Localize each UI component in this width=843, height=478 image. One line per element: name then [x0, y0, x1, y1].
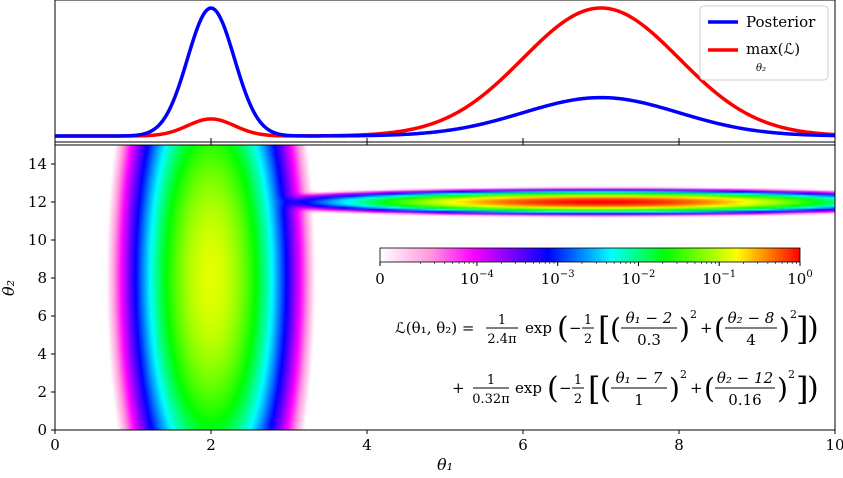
- x-tick-label: 6: [518, 436, 528, 454]
- eq2-plus-inner: +: [690, 379, 703, 397]
- eq1-minus: −: [569, 319, 582, 337]
- legend-posterior-label: Posterior: [746, 13, 816, 31]
- bottom-frame: [54, 144, 836, 431]
- eq2-open-paren: (: [547, 371, 559, 406]
- eq2-t2-num: θ₂ − 12: [717, 369, 773, 387]
- eq2-minus: −: [559, 379, 572, 397]
- eq1-frac-den: 2.4π: [487, 332, 517, 347]
- legend-max-label: max(ℒ): [746, 40, 800, 58]
- x-tick-label: 2: [206, 436, 216, 454]
- eq2-exp: exp: [515, 379, 542, 397]
- eq2-t2-den: 0.16: [728, 391, 761, 409]
- eq2-frac-num: 1: [487, 373, 495, 388]
- eq1-t1-sq: 2: [690, 308, 697, 321]
- eq1-exp: exp: [525, 319, 552, 337]
- posterior-curve: [55, 6, 835, 138]
- eq1-t2-open: (: [714, 312, 725, 345]
- eq2-t1-den: 1: [634, 391, 644, 409]
- eq2-t2-close: ): [777, 372, 788, 405]
- x-tick-label: 10: [825, 436, 843, 454]
- eq1-t2-den: 4: [746, 331, 756, 349]
- top-frame: [54, 0, 836, 143]
- eq1-t1-open: (: [610, 312, 621, 345]
- eq2-open-bracket: [: [588, 370, 600, 408]
- y-tick-label: 10: [28, 231, 47, 249]
- likelihood-equation: ℒ(θ₁, θ₂) = 1 2.4π exp ( − 1 2 [ ( θ₁ − …: [395, 308, 819, 409]
- eq1-frac-num: 1: [498, 313, 506, 328]
- colorbar-ticks: [379, 262, 801, 266]
- eq1-t2-sq: 2: [790, 308, 797, 321]
- eq1-close-paren: ): [807, 311, 819, 346]
- eq2-t1-sq: 2: [680, 368, 687, 381]
- bottom-tick-marks: [51, 141, 836, 434]
- eq2-t2-open: (: [704, 372, 715, 405]
- y-tick-label: 14: [28, 155, 47, 173]
- eq2-half-den: 2: [574, 392, 582, 407]
- eq1-t2-num: θ₂ − 8: [728, 309, 775, 327]
- x-tick-label: 4: [362, 436, 372, 454]
- eq1-plus: +: [700, 319, 713, 337]
- y-tick-label: 8: [37, 269, 47, 287]
- x-tick-label: 0: [50, 436, 60, 454]
- y-tick-label: 4: [37, 345, 47, 363]
- eq1-t1-close: ): [679, 312, 690, 345]
- eq1-open-paren: (: [557, 311, 569, 346]
- eq2-frac-den: 0.32π: [472, 392, 510, 407]
- eq1-t1-den: 0.3: [637, 331, 661, 349]
- eq2-t1-close: ): [669, 372, 680, 405]
- eq2-close-paren: ): [807, 371, 819, 406]
- max-likelihood-curve: [55, 6, 835, 138]
- eq1-lhs: ℒ(θ₁, θ₂) =: [395, 319, 474, 337]
- y-tick-label: 12: [28, 193, 47, 211]
- eq1-t1-num: θ₁ − 2: [626, 309, 673, 327]
- eq2-t1-num: θ₁ − 7: [616, 369, 663, 387]
- eq1-open-bracket: [: [598, 310, 610, 348]
- legend-box: [699, 5, 829, 81]
- eq1-half-num: 1: [584, 313, 592, 328]
- eq2-t2-sq: 2: [788, 368, 795, 381]
- top-panel: Posterior max(ℒ) θ₂: [54, 0, 836, 143]
- eq1-close-bracket: ]: [796, 310, 808, 348]
- legend: Posterior max(ℒ) θ₂: [699, 5, 829, 81]
- eq2-t1-open: (: [600, 372, 611, 405]
- likelihood-heatmap: [55, 145, 835, 430]
- eq2-close-bracket: ]: [796, 370, 808, 408]
- eq2-plus: +: [452, 379, 465, 397]
- y-tick-label: 2: [37, 383, 47, 401]
- y-axis-label: θ₂: [0, 280, 18, 296]
- eq1-t2-close: ): [779, 312, 790, 345]
- colorbar-gradient: [379, 247, 801, 263]
- colorbar-tick-label: 0: [375, 270, 385, 288]
- x-axis-label: θ₁: [437, 455, 453, 474]
- x-tick-labels: 0 2 4 6 8 10: [50, 436, 843, 454]
- legend-max-subscript: θ₂: [756, 63, 766, 74]
- eq1-half-den: 2: [584, 332, 592, 347]
- y-tick-label: 6: [37, 307, 47, 325]
- y-tick-label: 0: [37, 421, 47, 439]
- eq2-half-num: 1: [574, 373, 582, 388]
- y-tick-labels: 0 2 4 6 8 10 12 14: [28, 155, 47, 439]
- x-tick-label: 8: [674, 436, 684, 454]
